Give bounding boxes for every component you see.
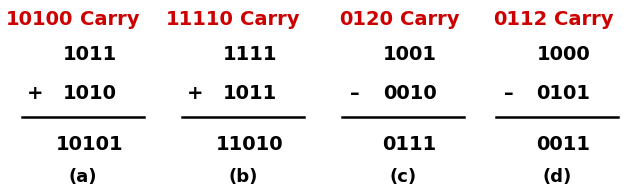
Text: –: – (350, 84, 360, 103)
Text: 1011: 1011 (223, 84, 276, 103)
Text: 1111: 1111 (222, 45, 277, 64)
Text: Carry: Carry (240, 10, 300, 29)
Text: 11010: 11010 (216, 135, 284, 154)
Text: (c): (c) (390, 168, 417, 186)
Text: 1011: 1011 (63, 45, 116, 64)
Text: 0111: 0111 (383, 135, 436, 154)
Text: Carry: Carry (554, 10, 613, 29)
Text: 0120: 0120 (340, 10, 394, 29)
Text: 1001: 1001 (383, 45, 436, 64)
Text: 1010: 1010 (63, 84, 116, 103)
Text: 0101: 0101 (536, 84, 590, 103)
Text: 1000: 1000 (536, 45, 590, 64)
Text: (d): (d) (542, 168, 572, 186)
Text: Carry: Carry (400, 10, 460, 29)
Text: 10100: 10100 (6, 10, 74, 29)
Text: 0112: 0112 (493, 10, 547, 29)
Text: –: – (504, 84, 514, 103)
Text: +: + (27, 84, 44, 103)
Text: (a): (a) (69, 168, 97, 186)
Text: 11110: 11110 (166, 10, 234, 29)
Text: +: + (187, 84, 204, 103)
Text: 0011: 0011 (536, 135, 590, 154)
Text: (b): (b) (228, 168, 258, 186)
Text: Carry: Carry (80, 10, 140, 29)
Text: 0010: 0010 (383, 84, 436, 103)
Text: 10101: 10101 (56, 135, 124, 154)
